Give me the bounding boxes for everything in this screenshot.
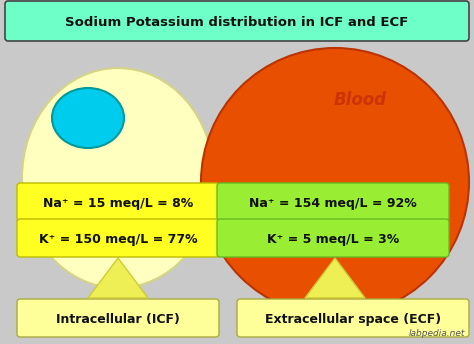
FancyBboxPatch shape — [17, 299, 219, 337]
Text: Intracellular (ICF): Intracellular (ICF) — [56, 312, 180, 325]
FancyBboxPatch shape — [17, 219, 219, 257]
FancyBboxPatch shape — [17, 183, 219, 221]
Ellipse shape — [22, 68, 214, 288]
FancyBboxPatch shape — [217, 183, 449, 221]
Text: K⁺ = 5 meq/L = 3%: K⁺ = 5 meq/L = 3% — [267, 233, 399, 246]
FancyBboxPatch shape — [237, 299, 469, 337]
FancyBboxPatch shape — [5, 1, 469, 41]
Ellipse shape — [52, 88, 124, 148]
Text: Extracellular space (ECF): Extracellular space (ECF) — [265, 312, 441, 325]
Text: K⁺ = 150 meq/L = 77%: K⁺ = 150 meq/L = 77% — [39, 233, 197, 246]
Polygon shape — [305, 258, 365, 298]
FancyBboxPatch shape — [217, 219, 449, 257]
Text: Blood: Blood — [334, 91, 386, 109]
Text: Sodium Potassium distribution in ICF and ECF: Sodium Potassium distribution in ICF and… — [65, 17, 409, 30]
Text: labpedia.net: labpedia.net — [409, 329, 465, 338]
Polygon shape — [88, 258, 148, 298]
Text: Na⁺ = 15 meq/L = 8%: Na⁺ = 15 meq/L = 8% — [43, 196, 193, 209]
Text: Na⁺ = 154 meq/L = 92%: Na⁺ = 154 meq/L = 92% — [249, 196, 417, 209]
Ellipse shape — [201, 48, 469, 316]
